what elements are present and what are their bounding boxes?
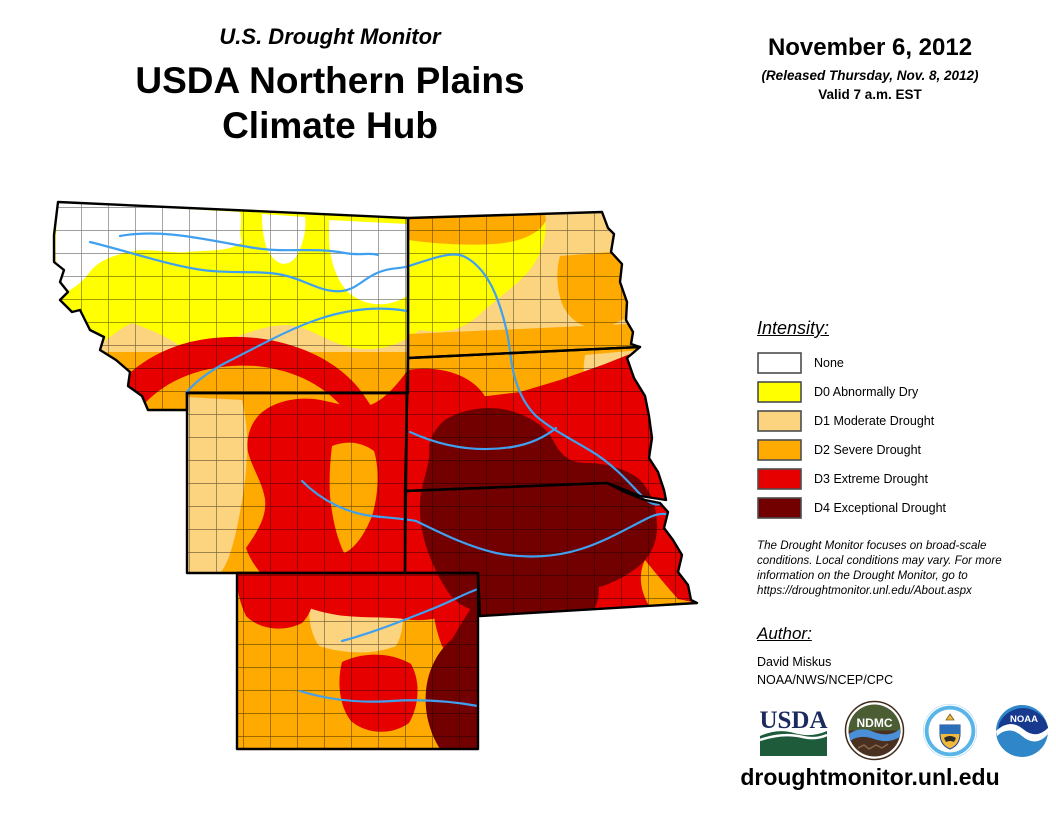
legend-label: D3 Extreme Drought <box>814 471 928 486</box>
legend-label: D2 Severe Drought <box>814 442 922 457</box>
disclaimer-line: information on the Drought Monitor, go t… <box>757 569 968 582</box>
svg-text:NDMC: NDMC <box>857 716 893 730</box>
d1-swatch <box>757 409 802 432</box>
legend-item-d3: D3 Extreme Drought <box>757 464 1052 493</box>
commerce-seal-icon <box>922 703 977 758</box>
ndmc-logo: NDMC <box>845 700 905 761</box>
legend-label: None <box>814 355 844 370</box>
disclaimer-line: The Drought Monitor focuses on broad-sca… <box>757 539 987 552</box>
state-borders <box>52 200 699 751</box>
author-org: NOAA/NWS/NCEP/CPC <box>757 673 894 687</box>
svg-text:USDA: USDA <box>759 707 827 734</box>
title-block: U.S. Drought Monitor USDA Northern Plain… <box>0 24 660 148</box>
d0-swatch <box>757 380 802 403</box>
d4-swatch <box>757 496 802 519</box>
none-swatch <box>757 351 802 374</box>
legend-label: D0 Abnormally Dry <box>814 384 919 399</box>
page-title-line2: Climate Hub <box>222 105 438 146</box>
author-name: David Miskus <box>757 655 832 669</box>
noaa-logo: NOAA <box>995 704 1048 757</box>
disclaimer-link[interactable]: https://droughtmonitor.unl.edu/About.asp… <box>757 584 972 597</box>
legend-heading: Intensity: <box>757 318 830 338</box>
map-date: November 6, 2012 <box>767 34 973 61</box>
map-kicker: U.S. Drought Monitor <box>219 24 441 49</box>
page-title-line1: USDA Northern Plains <box>135 60 525 101</box>
usda-logo: USDA <box>759 707 828 756</box>
date-block: November 6, 2012 (Released Thursday, Nov… <box>700 34 1040 102</box>
logo-row: USDA NDMC NOAA <box>758 700 1050 761</box>
legend-label: D1 Moderate Drought <box>814 413 935 428</box>
footer-url[interactable]: droughtmonitor.unl.edu <box>740 764 1000 790</box>
valid-time: Valid 7 a.m. EST <box>818 87 922 102</box>
legend-item-d4: D4 Exceptional Drought <box>757 493 1052 522</box>
legend-item-d1: D1 Moderate Drought <box>757 406 1052 435</box>
release-date: (Released Thursday, Nov. 8, 2012) <box>761 68 979 83</box>
d3-swatch <box>757 467 802 490</box>
legend-item-d0: D0 Abnormally Dry <box>757 377 1052 406</box>
county-lines <box>54 202 697 749</box>
author-block: Author: David Miskus NOAA/NWS/NCEP/CPC <box>757 624 893 689</box>
d2-swatch <box>757 438 802 461</box>
page-title: USDA Northern Plains Climate Hub <box>0 58 660 148</box>
legend-item-none: None <box>757 348 1052 377</box>
legend-label: D4 Exceptional Drought <box>814 500 947 515</box>
disclaimer-text: The Drought Monitor focuses on broad-sca… <box>757 538 1002 598</box>
svg-text:NOAA: NOAA <box>1010 714 1038 725</box>
legend-item-d2: D2 Severe Drought <box>757 435 1052 464</box>
disclaimer-line: conditions. Local conditions may vary. F… <box>757 554 1002 567</box>
author-heading: Author: <box>757 624 812 643</box>
intensity-legend: Intensity: None D0 Abnormally Dry D1 Mod… <box>757 318 1052 522</box>
